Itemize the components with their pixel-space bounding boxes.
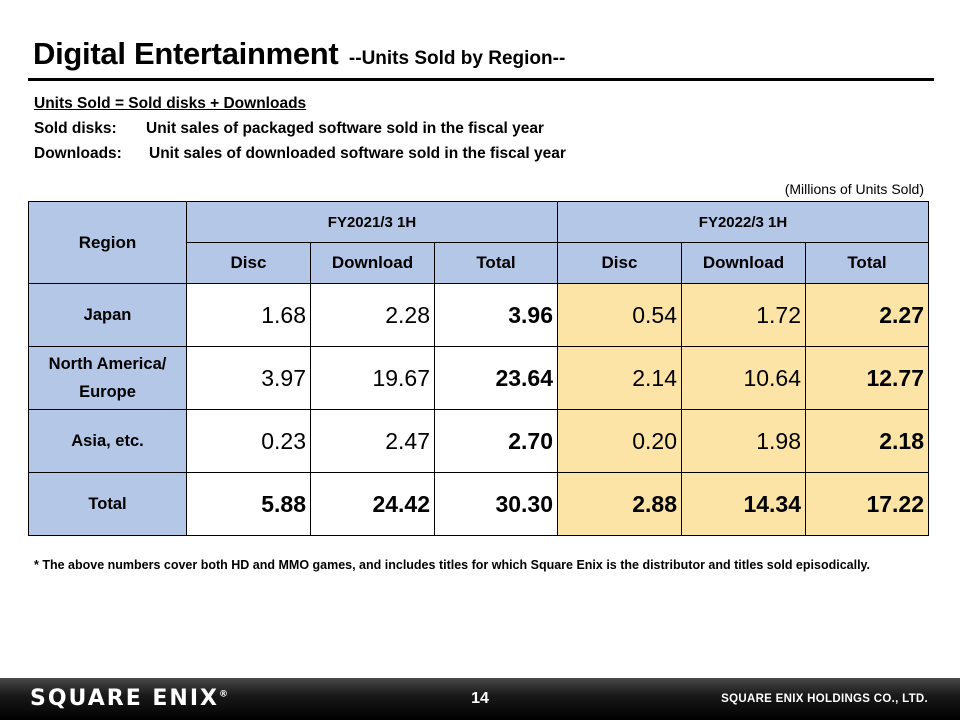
- table-cell: 5.88: [186, 472, 311, 536]
- col-header-disc: Disc: [186, 242, 311, 284]
- definition-disks: Sold disks: Unit sales of packaged softwa…: [34, 116, 566, 141]
- units-note: (Millions of Units Sold): [784, 181, 924, 197]
- company-logo: SQUARE ENIX®: [30, 686, 230, 711]
- table-cell: 3.97: [186, 346, 311, 410]
- table-cell: 2.88: [557, 472, 682, 536]
- title-divider: [28, 78, 934, 81]
- table-cell: 12.77: [805, 346, 929, 410]
- table-cell: 14.34: [681, 472, 806, 536]
- col-header-download: Download: [310, 242, 435, 284]
- table-row: Japan 1.68 2.28 3.96 0.54 1.72 2.27: [28, 283, 929, 347]
- definition-downloads: Downloads: Unit sales of downloaded softw…: [34, 141, 566, 166]
- row-label-japan: Japan: [28, 283, 187, 347]
- table-cell: 2.27: [805, 283, 929, 347]
- row-label-total: Total: [28, 472, 187, 536]
- table-cell: 17.22: [805, 472, 929, 536]
- table-cell: 0.20: [557, 409, 682, 473]
- table-cell: 0.54: [557, 283, 682, 347]
- table-row: North America/ Europe 3.97 19.67 23.64 2…: [28, 346, 929, 410]
- company-name: SQUARE ENIX HOLDINGS CO., LTD.: [721, 693, 928, 705]
- col-header-total: Total: [805, 242, 929, 284]
- table-cell: 23.64: [434, 346, 558, 410]
- table-cell: 2.14: [557, 346, 682, 410]
- table-cell: 19.67: [310, 346, 435, 410]
- table-cell: 24.42: [310, 472, 435, 536]
- units-formula: Units Sold = Sold disks + Downloads: [34, 95, 307, 112]
- footnote: * The above numbers cover both HD and MM…: [34, 558, 871, 572]
- title-subtitle: --Units Sold by Region--: [348, 48, 566, 69]
- col-header-disc: Disc: [557, 242, 682, 284]
- footer-bar: SQUARE ENIX® 14 SQUARE ENIX HOLDINGS CO.…: [0, 678, 960, 720]
- page-title: Digital Entertainment --Units Sold by Re…: [33, 36, 565, 72]
- table-row: Asia, etc. 0.23 2.47 2.70 0.20 1.98 2.18: [28, 409, 929, 473]
- region-header: Region: [28, 201, 187, 284]
- row-label-asia: Asia, etc.: [28, 409, 187, 473]
- definition-downloads-key: Downloads:: [34, 145, 122, 162]
- col-header-total: Total: [434, 242, 558, 284]
- table-cell: 1.68: [186, 283, 311, 347]
- col-header-download: Download: [681, 242, 806, 284]
- page-number: 14: [471, 690, 489, 707]
- row-label-north-america-europe: North America/ Europe: [28, 346, 187, 410]
- table-cell: 1.98: [681, 409, 806, 473]
- title-main: Digital Entertainment: [33, 36, 339, 71]
- table-cell: 0.23: [186, 409, 311, 473]
- table-cell: 2.70: [434, 409, 558, 473]
- table-cell: 3.96: [434, 283, 558, 347]
- table-cell: 2.28: [310, 283, 435, 347]
- units-sold-table: Region FY2021/3 1H FY2022/3 1H Disc Down…: [28, 201, 929, 536]
- logo-text: SQUARE ENIX: [30, 686, 219, 711]
- table-cell: 1.72: [681, 283, 806, 347]
- period-header-fy2022: FY2022/3 1H: [557, 201, 929, 243]
- table-cell: 2.47: [310, 409, 435, 473]
- period-header-fy2021: FY2021/3 1H: [186, 201, 558, 243]
- table-row-total: Total 5.88 24.42 30.30 2.88 14.34 17.22: [28, 472, 929, 536]
- table-cell: 10.64: [681, 346, 806, 410]
- definition-downloads-desc: Unit sales of downloaded software sold i…: [149, 145, 566, 162]
- table-cell: 2.18: [805, 409, 929, 473]
- definition-disks-key: Sold disks:: [34, 120, 117, 137]
- registered-mark: ®: [218, 689, 230, 700]
- definition-disks-desc: Unit sales of packaged software sold in …: [146, 120, 544, 137]
- table-cell: 30.30: [434, 472, 558, 536]
- definitions-block: Units Sold = Sold disks + Downloads Sold…: [34, 91, 566, 166]
